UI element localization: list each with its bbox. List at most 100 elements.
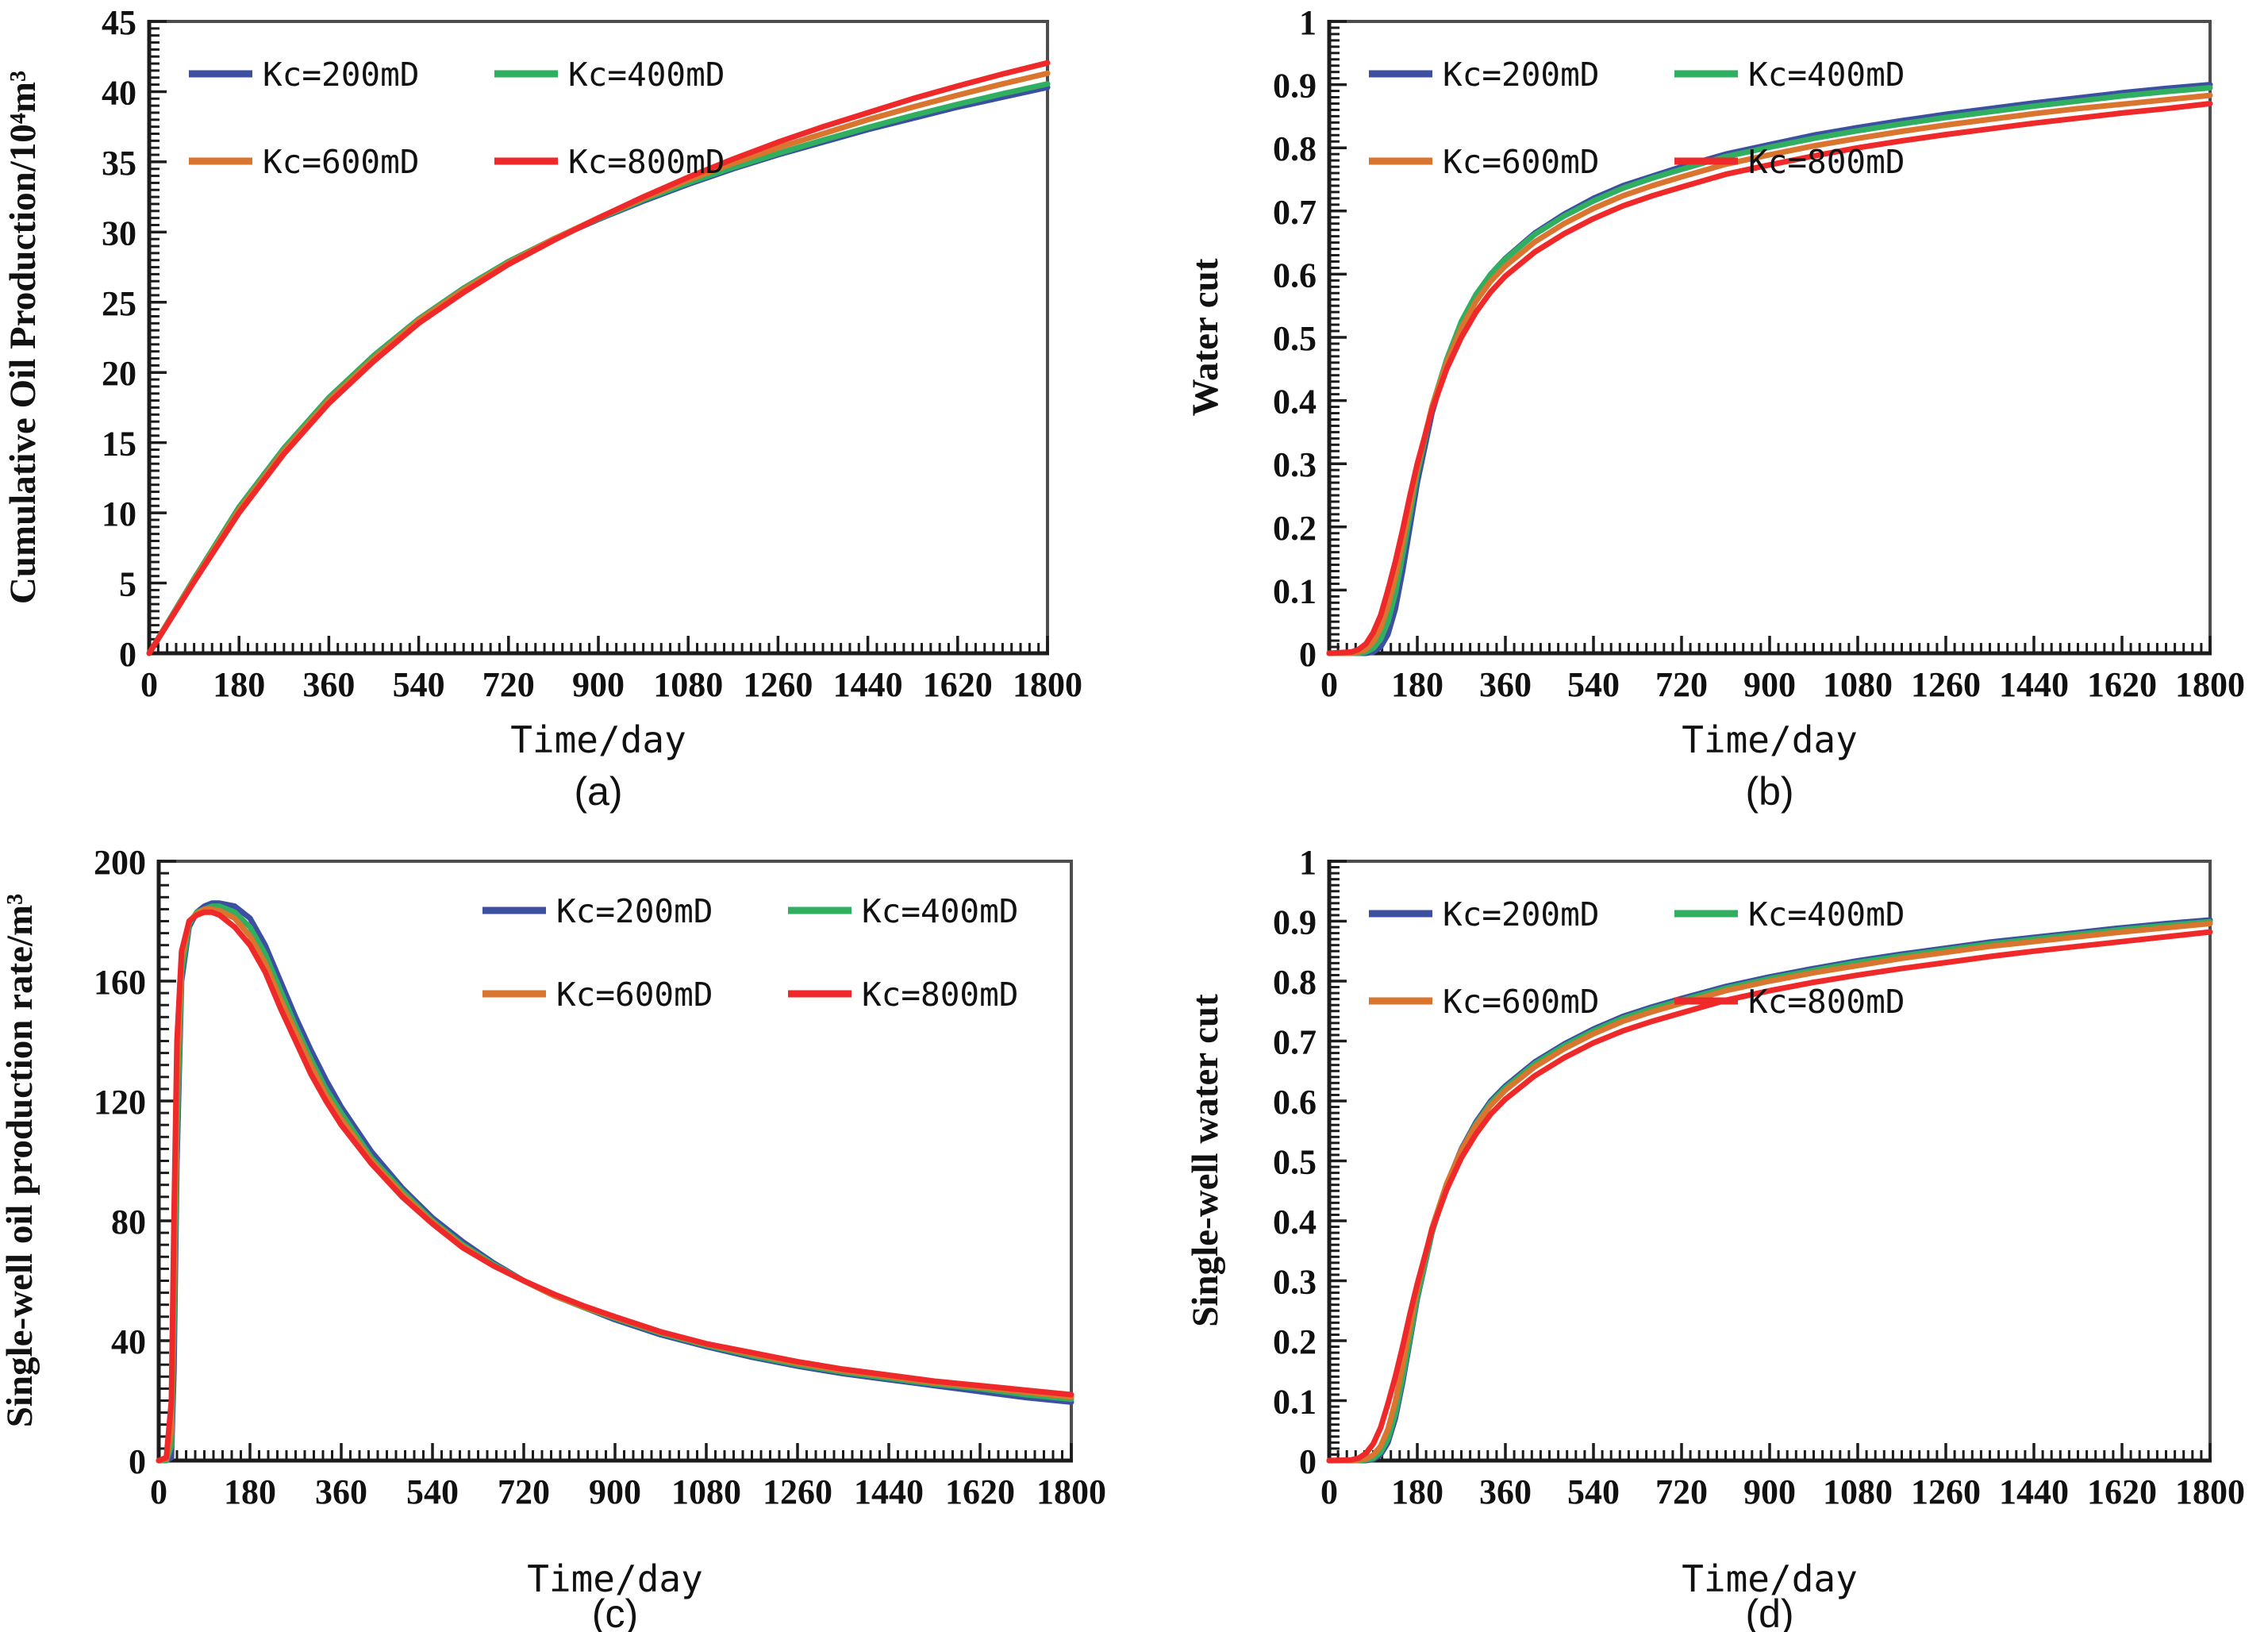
plot-border	[157, 860, 1073, 1462]
legend-item-Kc=400mD: Kc=400mD	[1674, 895, 1905, 933]
y-tick-label: 0.7	[1273, 193, 1317, 232]
y-tick-label: 5	[119, 565, 136, 604]
legend-label-Kc=200mD: Kc=200mD	[1443, 895, 1599, 933]
series-line-Kc=800mD	[1326, 101, 2213, 656]
x-tick-label: 360	[302, 665, 355, 704]
y-tick-label: 1	[1299, 843, 1317, 882]
series-line-Kc=800mD	[146, 60, 1051, 656]
chart-canvas-c: 0 180 360 540 720 900 1080 1260 1440 1620 1800 0 40 8…	[94, 843, 1106, 1511]
y-tick-label: 10	[102, 495, 136, 533]
legend-label-Kc=200mD: Kc=200mD	[263, 56, 419, 94]
chart-d: 0 180 360 540 720 900 1080 1260 1440 1620 1800 0 0.1…	[1185, 843, 2245, 1632]
legend-item-Kc=600mD: Kc=600mD	[1369, 983, 1599, 1021]
legend-item-Kc=600mD: Kc=600mD	[189, 143, 419, 181]
x-tick-label: 900	[1743, 665, 1796, 704]
legend-item-Kc=600mD: Kc=600mD	[482, 976, 713, 1014]
y-tick-label: 0	[1299, 1442, 1317, 1481]
x-tick-label: 0	[1320, 665, 1338, 704]
x-tick-label: 0	[1320, 1472, 1338, 1511]
y-tick-label: 160	[94, 963, 146, 1002]
x-tick-label: 1080	[653, 665, 723, 704]
legend-item-Kc=200mD: Kc=200mD	[1369, 895, 1599, 933]
x-axis-title-a: Time/day	[510, 718, 686, 761]
x-tick-label: 1620	[2087, 665, 2157, 704]
y-tick-label: 0.8	[1273, 963, 1317, 1002]
x-axis-title-d: Time/day	[1682, 1557, 1858, 1600]
x-tick-label: 1260	[1911, 1472, 1981, 1511]
y-tick-label: 20	[102, 354, 136, 393]
x-tick-label: 900	[1743, 1472, 1796, 1511]
legend-label-Kc=600mD: Kc=600mD	[556, 976, 713, 1014]
panel-a: 0 180 360 540 720 900 1080 1260 1440 1620 1800 0 5 10…	[0, 0, 1135, 818]
y-tick-label: 0	[119, 635, 136, 674]
x-tick-label: 180	[1391, 1472, 1443, 1511]
legend-label-Kc=800mD: Kc=800mD	[568, 143, 725, 181]
y-tick-label: 0.4	[1273, 383, 1317, 421]
y-tick-label: 0.9	[1273, 67, 1317, 106]
y-tick-label: 0.9	[1273, 903, 1317, 942]
y-tick-label: 0.6	[1273, 256, 1317, 294]
series-line-Kc=800mD	[1326, 929, 2213, 1464]
x-tick-label: 180	[213, 665, 265, 704]
y-axis-title-c: Single-well oil production rate/m³	[0, 894, 40, 1428]
y-tick-label: 0.1	[1273, 572, 1317, 610]
series-line-Kc=600mD	[1326, 921, 2213, 1464]
x-tick-label: 1440	[833, 665, 903, 704]
y-tick-label: 80	[111, 1203, 146, 1241]
x-tick-label: 1080	[1823, 665, 1893, 704]
panel-c: 0 180 360 540 720 900 1080 1260 1440 1620 1800 0 40 8…	[0, 818, 1135, 1632]
x-tick-label: 1440	[1999, 1472, 2069, 1511]
legend-label-Kc=400mD: Kc=400mD	[568, 56, 725, 94]
panel-b: 0 180 360 540 720 900 1080 1260 1440 1620 1800 0 0.1…	[1135, 0, 2268, 818]
legend-item-Kc=200mD: Kc=200mD	[1369, 56, 1599, 94]
legend-label-Kc=200mD: Kc=200mD	[556, 892, 713, 930]
legend-label-Kc=600mD: Kc=600mD	[1443, 983, 1599, 1021]
legend-item-Kc=800mD: Kc=800mD	[788, 976, 1018, 1014]
x-tick-label: 1080	[671, 1472, 741, 1511]
x-tick-label: 1080	[1823, 1472, 1893, 1511]
x-tick-label: 360	[315, 1472, 367, 1511]
y-tick-label: 15	[102, 425, 136, 464]
x-tick-label: 1620	[2087, 1472, 2157, 1511]
x-tick-label: 540	[393, 665, 445, 704]
legend-label-Kc=400mD: Kc=400mD	[862, 892, 1018, 930]
y-tick-label: 200	[94, 843, 146, 882]
x-tick-label: 900	[572, 665, 625, 704]
legend-label-Kc=800mD: Kc=800mD	[1748, 983, 1905, 1021]
x-tick-label: 1260	[763, 1472, 832, 1511]
x-tick-label: 360	[1479, 665, 1532, 704]
legend-item-Kc=200mD: Kc=200mD	[482, 892, 713, 930]
legend-item-Kc=400mD: Kc=400mD	[788, 892, 1018, 930]
panel-d: 0 180 360 540 720 900 1080 1260 1440 1620 1800 0 0.1…	[1135, 818, 2268, 1632]
y-tick-label: 1	[1299, 3, 1317, 42]
x-tick-label: 0	[150, 1472, 167, 1511]
x-tick-label: 720	[1655, 665, 1708, 704]
y-axis-title-a: Cumulative Oil Production/10⁴m³	[2, 71, 44, 604]
y-axis-title-b: Water cut	[1185, 258, 1226, 416]
x-tick-label: 540	[1567, 1472, 1620, 1511]
legend-item-Kc=800mD: Kc=800mD	[494, 143, 725, 181]
legend-item-Kc=200mD: Kc=200mD	[189, 56, 419, 94]
x-tick-label: 1260	[1911, 665, 1981, 704]
x-axis-title-c: Time/day	[527, 1557, 703, 1600]
chart-a: 0 180 360 540 720 900 1080 1260 1440 1620 1800 0 5 10…	[2, 3, 1082, 814]
series-line-Kc=400mD	[1326, 85, 2213, 656]
chart-c: 0 180 360 540 720 900 1080 1260 1440 1620 1800 0 40 8…	[0, 843, 1106, 1632]
x-tick-label: 180	[224, 1472, 276, 1511]
x-tick-label: 720	[482, 665, 535, 704]
legend: Kc=200mD Kc=400mD Kc=600mD Kc=800mD	[1369, 895, 1905, 1021]
x-tick-label: 180	[1391, 665, 1443, 704]
panel-letter-d: (d)	[1745, 1592, 1793, 1632]
y-tick-label: 0.2	[1273, 1322, 1317, 1361]
legend-label-Kc=800mD: Kc=800mD	[862, 976, 1018, 1014]
x-tick-label: 1440	[854, 1472, 924, 1511]
x-tick-label: 1800	[1013, 665, 1082, 704]
x-tick-label: 720	[1655, 1472, 1708, 1511]
x-tick-label: 540	[406, 1472, 459, 1511]
legend-label-Kc=400mD: Kc=400mD	[1748, 56, 1905, 94]
y-tick-label: 0	[1299, 635, 1317, 674]
x-tick-label: 1800	[2175, 665, 2245, 704]
x-axis-title-b: Time/day	[1682, 718, 1858, 761]
chart-canvas-d: 0 180 360 540 720 900 1080 1260 1440 1620 1800 0 0.1…	[1273, 843, 2245, 1511]
